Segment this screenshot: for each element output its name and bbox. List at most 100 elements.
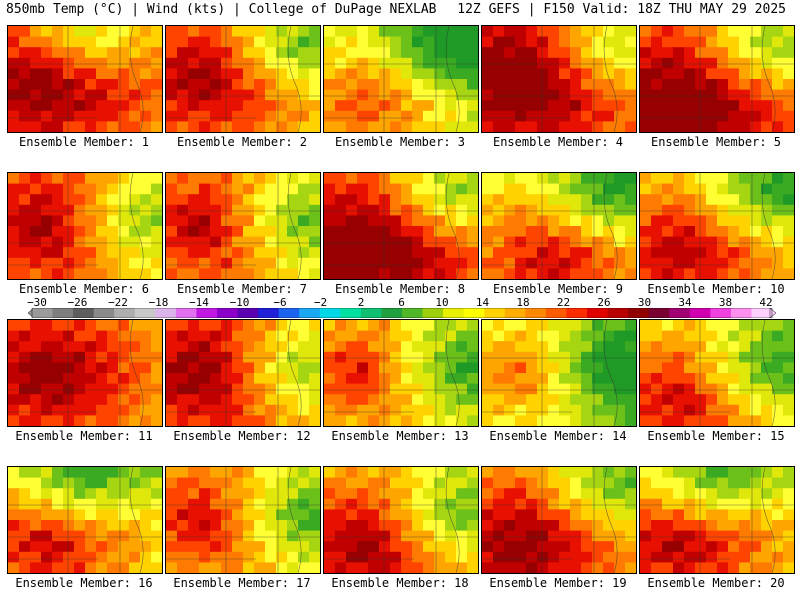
ensemble-member-label: Ensemble Member: 12: [173, 429, 311, 443]
colorbar-swatch: [463, 308, 485, 318]
ensemble-panel-13: [323, 319, 479, 427]
colorbar-swatch: [299, 308, 321, 318]
model-valid-time: 12Z GEFS | F150 Valid: 18Z THU MAY 29 20…: [457, 2, 786, 17]
ensemble-member-label: Ensemble Member: 3: [334, 135, 466, 149]
ensemble-map-1: [8, 26, 162, 132]
ensemble-panel-1: [7, 25, 163, 133]
ensemble-member-label: Ensemble Member: 14: [489, 429, 627, 443]
colorbar-swatch: [730, 308, 752, 318]
colorbar-tick-label: 10: [435, 296, 449, 309]
colorbar-swatch: [607, 308, 629, 318]
colorbar-tick-label: −14: [189, 296, 209, 309]
colorbar-tick-label: 34: [678, 296, 692, 309]
colorbar-tick-label: 2: [357, 296, 365, 309]
colorbar-swatch: [319, 308, 341, 318]
ensemble-member-label: Ensemble Member: 18: [331, 576, 469, 590]
colorbar-tick-label: −10: [229, 296, 250, 309]
ensemble-member-label: Ensemble Member: 16: [15, 576, 153, 590]
ensemble-panel-12: [165, 319, 321, 427]
ensemble-panel-20: [639, 466, 795, 574]
colorbar-swatch: [175, 308, 197, 318]
ensemble-map-2: [166, 26, 320, 132]
ensemble-panel-3: [323, 25, 479, 133]
ensemble-panel-7: [165, 172, 321, 280]
colorbar-swatch: [114, 308, 136, 318]
colorbar-swatch: [93, 308, 115, 318]
colorbar-tick-label: 30: [637, 296, 652, 309]
colorbar-tick-label: −22: [108, 296, 128, 309]
colorbar-swatch: [443, 308, 465, 318]
ensemble-panel-6: [7, 172, 163, 280]
ensemble-map-3: [324, 26, 478, 132]
colorbar-tick-label: −6: [273, 296, 287, 309]
colorbar-tick-label: −30: [27, 296, 47, 309]
ensemble-map-12: [166, 320, 320, 426]
colorbar-swatch: [258, 308, 280, 318]
ensemble-panel-19: [481, 466, 637, 574]
colorbar-tick-label: 18: [516, 296, 530, 309]
colorbar-tick-label: 38: [718, 296, 733, 309]
ensemble-member-label: Ensemble Member: 6: [18, 282, 150, 296]
temperature-colorbar: [28, 308, 776, 318]
ensemble-map-9: [482, 173, 636, 279]
ensemble-map-20: [640, 467, 794, 573]
ensemble-panel-4: [481, 25, 637, 133]
ensemble-panel-8: [323, 172, 479, 280]
ensemble-member-label: Ensemble Member: 10: [647, 282, 785, 296]
ensemble-map-15: [640, 320, 794, 426]
ensemble-member-label: Ensemble Member: 17: [173, 576, 311, 590]
ensemble-map-16: [8, 467, 162, 573]
colorbar-swatch: [155, 308, 177, 318]
ensemble-panel-15: [639, 319, 795, 427]
ensemble-member-label: Ensemble Member: 19: [489, 576, 627, 590]
ensemble-map-10: [640, 173, 794, 279]
ensemble-map-13: [324, 320, 478, 426]
colorbar-swatch: [525, 308, 547, 318]
colorbar-swatch: [217, 308, 238, 318]
ensemble-map-4: [482, 26, 636, 132]
ensemble-panel-9: [481, 172, 637, 280]
colorbar-tick-label: −26: [67, 296, 88, 309]
colorbar-swatch: [196, 308, 218, 318]
ensemble-member-label: Ensemble Member: 15: [647, 429, 785, 443]
ensemble-member-label: Ensemble Member: 4: [492, 135, 624, 149]
ensemble-map-11: [8, 320, 162, 426]
map-title: 850mb Temp (°C) | Wind (kts) | College o…: [6, 2, 437, 17]
ensemble-panel-10: [639, 172, 795, 280]
colorbar-swatch: [134, 308, 156, 318]
colorbar-tick-label: −2: [313, 296, 328, 309]
colorbar-swatch: [32, 308, 53, 318]
ensemble-map-6: [8, 173, 162, 279]
colorbar-tick-label: 26: [597, 296, 611, 309]
colorbar-tick-label: 22: [556, 296, 571, 309]
colorbar-swatch: [237, 308, 259, 318]
ensemble-panel-16: [7, 466, 163, 574]
ensemble-member-label: Ensemble Member: 9: [492, 282, 624, 296]
colorbar-swatch: [422, 308, 444, 318]
colorbar-swatch: [360, 308, 382, 318]
ensemble-map-7: [166, 173, 320, 279]
ensemble-map-5: [640, 26, 794, 132]
colorbar-swatch: [402, 308, 423, 318]
ensemble-panel-2: [165, 25, 321, 133]
colorbar-swatch: [340, 308, 362, 318]
ensemble-panel-17: [165, 466, 321, 574]
colorbar-tick-label: 42: [759, 296, 773, 309]
ensemble-member-label: Ensemble Member: 20: [647, 576, 785, 590]
colorbar-swatch: [278, 308, 300, 318]
ensemble-map-19: [482, 467, 636, 573]
ensemble-map-14: [482, 320, 636, 426]
ensemble-member-label: Ensemble Member: 5: [650, 135, 782, 149]
colorbar-swatch: [628, 308, 650, 318]
colorbar-tick-label: 6: [398, 296, 405, 309]
ensemble-panel-14: [481, 319, 637, 427]
colorbar-swatch: [566, 308, 588, 318]
ensemble-member-label: Ensemble Member: 7: [176, 282, 308, 296]
ensemble-member-label: Ensemble Member: 2: [176, 135, 308, 149]
colorbar-tick-label: 14: [475, 296, 490, 309]
colorbar-swatch: [545, 308, 567, 318]
ensemble-panel-18: [323, 466, 479, 574]
ensemble-member-label: Ensemble Member: 1: [18, 135, 150, 149]
ensemble-panel-5: [639, 25, 795, 133]
colorbar-swatch: [751, 308, 773, 318]
